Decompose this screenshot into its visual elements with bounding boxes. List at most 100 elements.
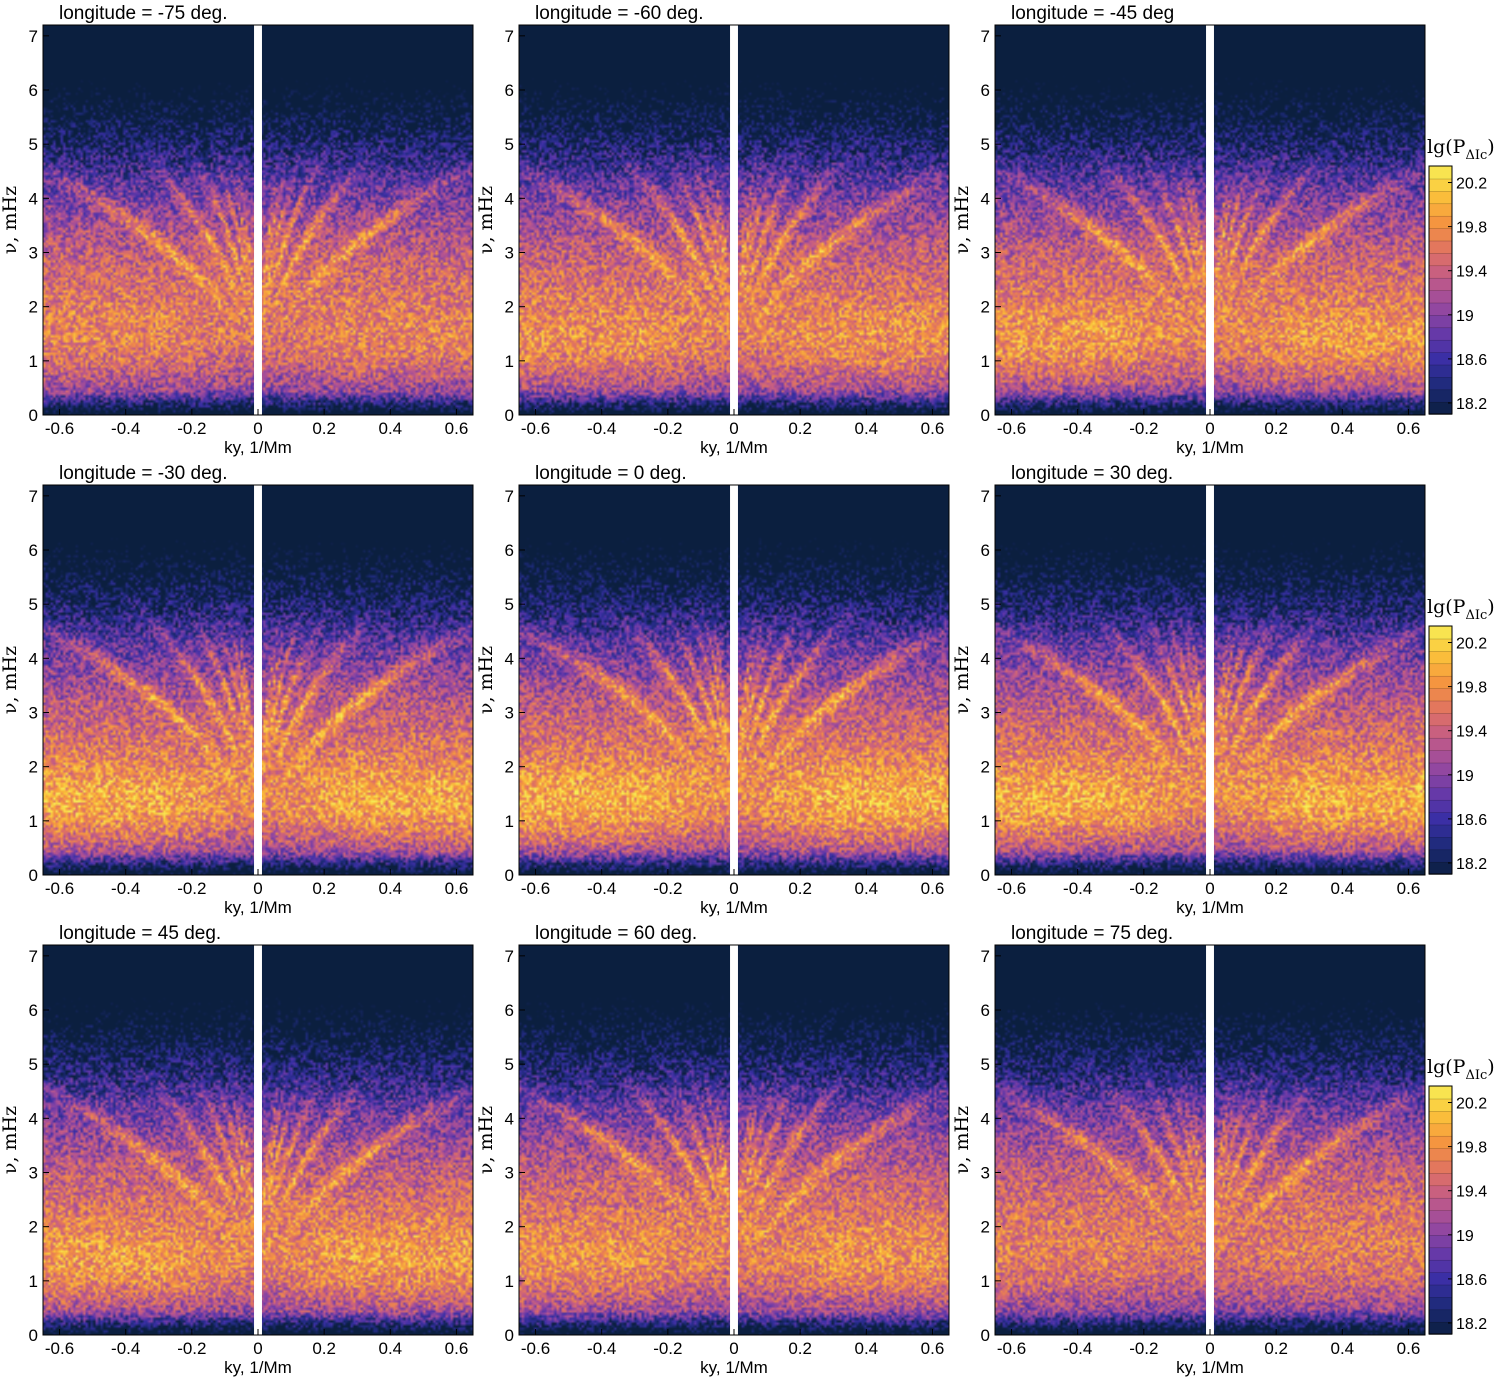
x-tick-label: 0.2 bbox=[312, 419, 336, 438]
y-tick-label: 0 bbox=[29, 866, 38, 885]
ky-gap bbox=[730, 944, 738, 1336]
colorbar-level bbox=[1428, 165, 1453, 180]
x-tick-label: 0.2 bbox=[312, 879, 336, 898]
y-tick-label: 4 bbox=[505, 1109, 514, 1128]
colorbar-level bbox=[1428, 1246, 1453, 1261]
x-axis-label: ky, 1/Mm bbox=[224, 438, 292, 457]
y-tick-label: 4 bbox=[29, 1109, 38, 1128]
colorbar-tick-label: 19.4 bbox=[1456, 1184, 1487, 1201]
y-tick-label: 3 bbox=[29, 1164, 38, 1183]
x-tick-label: 0.2 bbox=[312, 1339, 336, 1358]
colorbar-tick-label: 18.6 bbox=[1456, 352, 1487, 369]
y-tick-label: 1 bbox=[981, 1272, 990, 1291]
x-tick-label: 0 bbox=[729, 1339, 738, 1358]
x-tick-label: -0.2 bbox=[653, 1339, 682, 1358]
panel-4: -0.6 -0.4 -0.2 0 0.2 0.4 0.6 0 1 2 3 4 5 6 7 longitude … bbox=[0, 463, 474, 917]
colorbar-level bbox=[1428, 1110, 1453, 1125]
colorbar-tick-label: 19.4 bbox=[1456, 724, 1487, 741]
x-tick-label: 0 bbox=[253, 1339, 262, 1358]
x-tick-label: 0 bbox=[729, 879, 738, 898]
x-axis-label: ky, 1/Mm bbox=[1176, 438, 1244, 457]
colorbar-level bbox=[1428, 1172, 1453, 1187]
colorbar-level bbox=[1428, 737, 1453, 751]
x-axis-label: ky, 1/Mm bbox=[1176, 1358, 1244, 1377]
ky-gap bbox=[254, 24, 262, 416]
x-tick-label: 0.6 bbox=[921, 879, 945, 898]
colorbar-tick-label: 20.2 bbox=[1456, 176, 1487, 193]
x-tick-label: 0 bbox=[1205, 419, 1214, 438]
ky-gap bbox=[1206, 484, 1214, 876]
colorbar-level bbox=[1428, 712, 1453, 727]
ky-gap bbox=[254, 944, 262, 1336]
colorbar-level bbox=[1428, 252, 1453, 267]
y-tick-label: 5 bbox=[505, 595, 514, 614]
colorbar-tick-label: 19.8 bbox=[1456, 680, 1487, 697]
ky-gap bbox=[1206, 24, 1214, 416]
x-tick-label: 0.6 bbox=[921, 419, 945, 438]
y-tick-label: 2 bbox=[981, 1218, 990, 1237]
x-axis-label: ky, 1/Mm bbox=[224, 1358, 292, 1377]
ky-gap bbox=[1206, 944, 1214, 1336]
y-tick-label: 7 bbox=[29, 947, 38, 966]
colorbar-level bbox=[1428, 650, 1453, 665]
colorbar-level bbox=[1428, 799, 1453, 813]
panel-6: -0.6 -0.4 -0.2 0 0.2 0.4 0.6 0 1 2 3 4 5 6 7 longitude … bbox=[951, 463, 1426, 917]
y-tick-label: 5 bbox=[29, 1055, 38, 1074]
x-tick-label: 0.6 bbox=[1397, 879, 1421, 898]
colorbar-tick-label: 19 bbox=[1456, 768, 1474, 785]
x-tick-label: 0.4 bbox=[378, 879, 402, 898]
y-tick-label: 7 bbox=[29, 487, 38, 506]
colorbar-level bbox=[1428, 1234, 1453, 1249]
colorbar-3: 20.2 19.8 19.4 19 18.6 18.2 lg(PΔIc) bbox=[1427, 1056, 1495, 1335]
x-tick-label: -0.4 bbox=[111, 879, 140, 898]
x-tick-label: -0.6 bbox=[45, 1339, 74, 1358]
colorbar-level bbox=[1428, 1284, 1453, 1298]
x-tick-label: 0 bbox=[1205, 879, 1214, 898]
colorbar-level bbox=[1428, 1147, 1453, 1162]
colorbar-tick-label: 18.2 bbox=[1456, 396, 1487, 413]
y-tick-label: 4 bbox=[29, 189, 38, 208]
y-tick-label: 3 bbox=[505, 244, 514, 263]
colorbar-level bbox=[1428, 264, 1453, 279]
y-tick-label: 1 bbox=[981, 812, 990, 831]
colorbar-level bbox=[1428, 190, 1453, 205]
x-tick-label: -0.4 bbox=[587, 1339, 616, 1358]
x-tick-label: 0.4 bbox=[854, 879, 878, 898]
panel-title: longitude = -60 deg. bbox=[535, 3, 704, 24]
x-tick-label: -0.2 bbox=[1129, 879, 1158, 898]
y-tick-label: 3 bbox=[29, 244, 38, 263]
colorbar-tick-label: 20.2 bbox=[1456, 1096, 1487, 1113]
panel-title: longitude = 60 deg. bbox=[535, 923, 697, 944]
y-tick-label: 5 bbox=[981, 1055, 990, 1074]
y-tick-label: 2 bbox=[981, 758, 990, 777]
y-tick-label: 2 bbox=[981, 298, 990, 317]
colorbar-level bbox=[1428, 861, 1453, 875]
x-tick-label: 0.2 bbox=[788, 419, 812, 438]
y-axis-label: ν, mHz bbox=[951, 646, 973, 714]
colorbar-level bbox=[1428, 687, 1453, 702]
y-axis-label: ν, mHz bbox=[951, 1106, 973, 1174]
x-tick-label: 0.2 bbox=[788, 1339, 812, 1358]
colorbar-1: 20.2 19.8 19.4 19 18.6 18.2 lg(PΔIc) bbox=[1427, 136, 1495, 415]
panel-title: longitude = 75 deg. bbox=[1011, 923, 1173, 944]
x-tick-label: -0.4 bbox=[1063, 1339, 1092, 1358]
x-tick-label: 0.6 bbox=[1397, 419, 1421, 438]
x-tick-label: -0.6 bbox=[997, 879, 1026, 898]
y-tick-label: 7 bbox=[981, 27, 990, 46]
x-axis-label: ky, 1/Mm bbox=[224, 898, 292, 917]
colorbar-title: lg(PΔIc) bbox=[1427, 136, 1495, 163]
y-tick-label: 3 bbox=[981, 704, 990, 723]
colorbar-level bbox=[1428, 724, 1453, 739]
panel-2: -0.6 -0.4 -0.2 0 0.2 0.4 0.6 0 1 2 3 4 5 6 7 longitude … bbox=[475, 3, 950, 457]
colorbar-tick-label: 19.8 bbox=[1456, 220, 1487, 237]
y-tick-label: 1 bbox=[505, 812, 514, 831]
y-tick-label: 7 bbox=[981, 947, 990, 966]
y-tick-label: 6 bbox=[29, 81, 38, 100]
y-tick-label: 4 bbox=[505, 189, 514, 208]
panel-3: -0.6 -0.4 -0.2 0 0.2 0.4 0.6 0 1 2 3 4 5 6 7 longitude … bbox=[951, 3, 1426, 457]
y-tick-label: 7 bbox=[505, 947, 514, 966]
x-tick-label: -0.4 bbox=[587, 419, 616, 438]
colorbar-level bbox=[1428, 625, 1453, 640]
panel-8: -0.6 -0.4 -0.2 0 0.2 0.4 0.6 0 1 2 3 4 5 6 7 longitude … bbox=[475, 923, 950, 1377]
colorbar-level bbox=[1428, 1122, 1453, 1137]
